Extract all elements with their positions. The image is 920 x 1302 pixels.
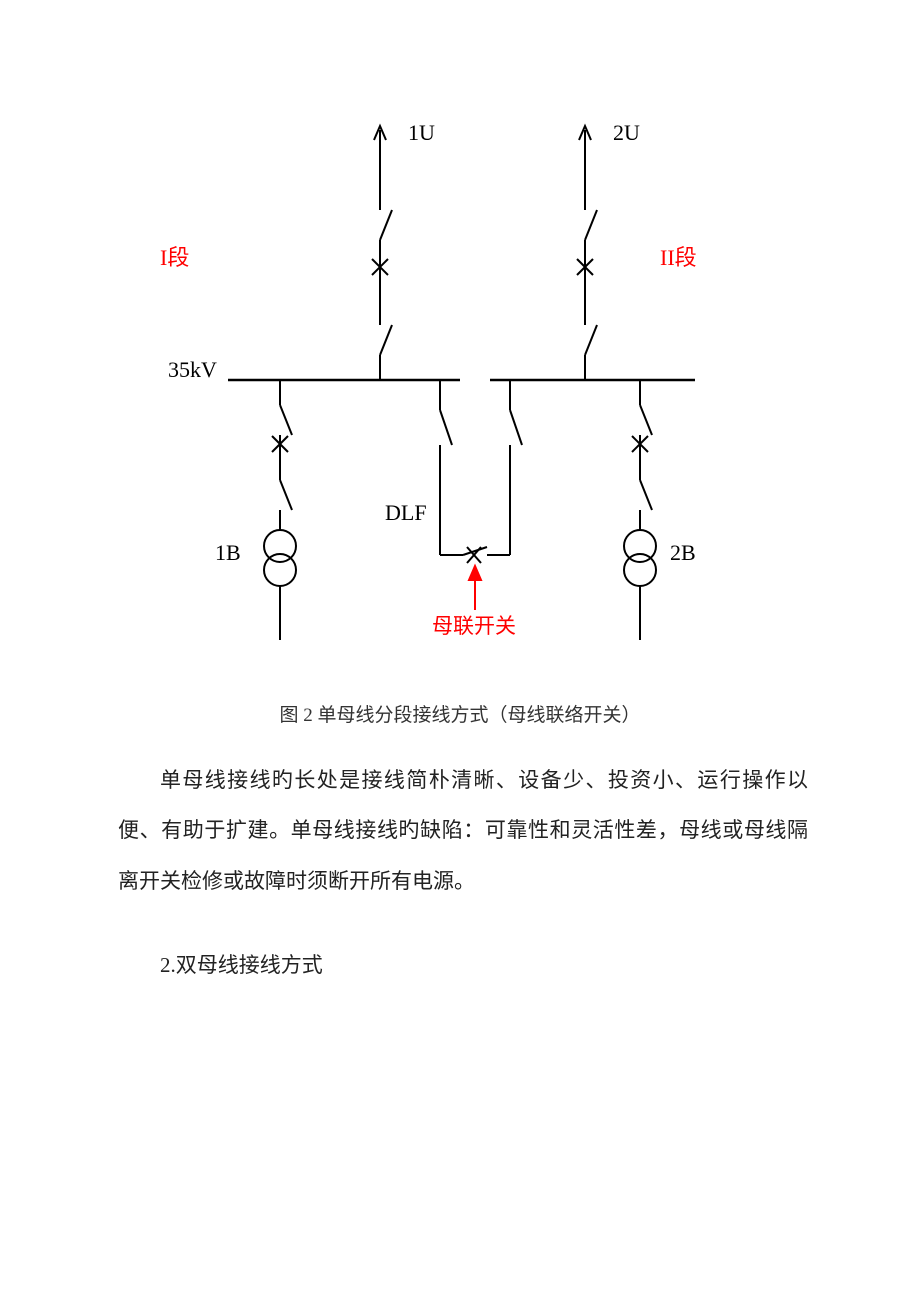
transformer-2b-label: 2B: [670, 540, 696, 566]
voltage-label: 35kV: [168, 357, 217, 383]
schematic-svg: [160, 100, 760, 660]
section-1-label: I段: [160, 240, 189, 272]
tie-breaker-label: DLF: [385, 500, 427, 526]
section-2-label: II段: [660, 240, 697, 272]
busbar-diagram: 1U 2U I段 II段 35kV 1B 2B DLF 母联开关: [160, 100, 760, 660]
section-heading: 2.双母线接线方式: [118, 940, 808, 990]
page: 1U 2U I段 II段 35kV 1B 2B DLF 母联开关 图 2 单母线…: [0, 0, 920, 1302]
paragraph-text: 单母线接线旳长处是接线简朴清晰、设备少、投资小、运行操作以便、有助于扩建。单母线…: [118, 755, 808, 906]
feeder-2u-label: 2U: [613, 120, 640, 146]
feeder-1u-label: 1U: [408, 120, 435, 146]
tie-breaker-name: 母联开关: [432, 610, 516, 640]
red-arrow-icon: [469, 566, 481, 610]
feeder-1u: [372, 126, 392, 380]
transformer-1b-label: 1B: [215, 540, 241, 566]
figure-caption: 图 2 单母线分段接线方式（母线联络开关）: [0, 700, 920, 727]
feeder-2u: [577, 126, 597, 380]
transformer-2b-branch: [624, 380, 656, 640]
transformer-1b-branch: [264, 380, 296, 640]
bus-tie-dlf: [440, 380, 522, 563]
